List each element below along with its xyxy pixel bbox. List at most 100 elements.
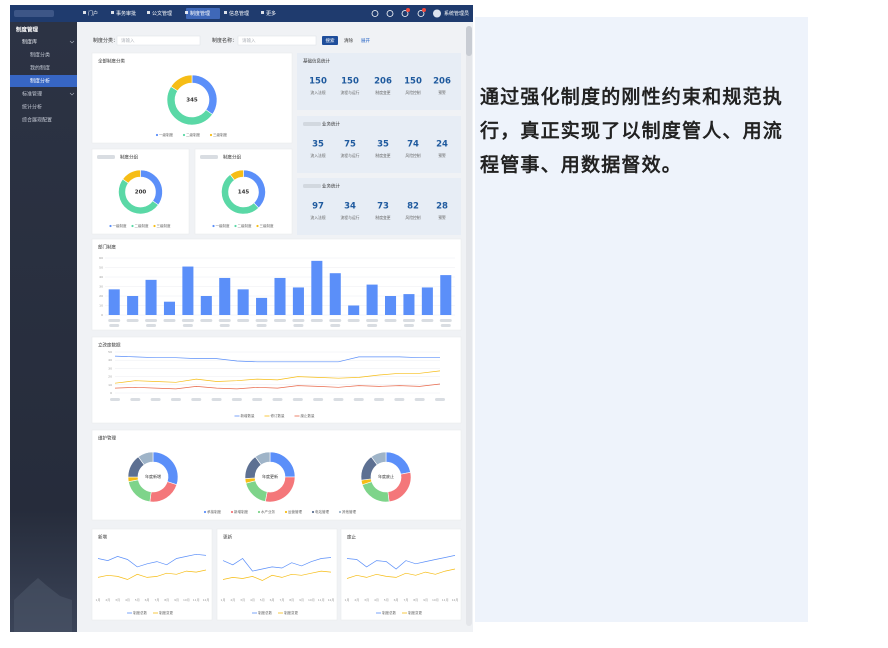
x-tick-label: 4月 — [250, 598, 255, 602]
nav-icon — [224, 11, 227, 14]
sidebar-item[interactable]: 统计分析 — [22, 104, 42, 111]
legend-label[interactable]: 修订数量 — [271, 413, 285, 418]
legend-label[interactable]: 水产业务 — [261, 509, 275, 514]
legend-label[interactable]: 一级制度 — [113, 223, 127, 228]
category-input[interactable] — [116, 35, 201, 46]
legend-swatch — [155, 133, 159, 137]
stat-value: 35 — [312, 140, 324, 150]
stat-label: 流入法规 — [310, 90, 325, 95]
sidebar-item[interactable]: 制度分类 — [30, 52, 50, 59]
chart-title: 立改废数据 — [98, 342, 121, 349]
x-tick-label: 5月 — [384, 598, 389, 602]
legend-label[interactable]: 二级制度 — [135, 223, 149, 228]
legend-label[interactable]: 制度变更 — [284, 610, 298, 615]
legend-swatch — [212, 224, 215, 228]
x-tick-label: 2月 — [354, 598, 359, 602]
legend-label[interactable]: 承接制度 — [207, 509, 221, 514]
x-tick-label: 2月 — [105, 598, 110, 602]
bar — [348, 305, 360, 315]
legend-swatch — [256, 224, 259, 228]
legend-label[interactable]: 一级制度 — [216, 223, 230, 228]
stat-label: 流程与运行 — [341, 90, 360, 95]
blurred-text — [394, 398, 405, 401]
x-tick-label: 3月 — [364, 598, 369, 602]
bar — [256, 297, 268, 315]
legend-swatch — [284, 510, 288, 514]
legend-label[interactable]: 三级制度 — [260, 223, 274, 228]
expand-button[interactable]: 展开 — [361, 38, 370, 44]
legend-label[interactable]: 其他管理 — [342, 509, 356, 514]
blurred-text — [163, 319, 176, 322]
chart-title: 新增 — [98, 534, 107, 541]
name-input[interactable] — [237, 35, 317, 46]
donut-segment — [122, 169, 141, 184]
legend-label[interactable]: 一级制度 — [159, 132, 173, 137]
nav-icon — [111, 11, 114, 14]
toolbar-icon[interactable] — [371, 10, 379, 17]
user-name[interactable]: 系统管理员 — [444, 10, 469, 17]
stat-value: 206 — [374, 77, 392, 87]
stat-value: 206 — [433, 77, 451, 87]
legend-label[interactable]: 运营管理 — [288, 509, 302, 514]
nav-item[interactable]: 门户 — [88, 10, 98, 17]
x-tick-label: 9月 — [423, 598, 428, 602]
x-tick-label: 8月 — [413, 598, 418, 602]
nav-item[interactable]: 公文管理 — [152, 10, 172, 17]
legend-swatch — [338, 510, 342, 514]
legend-label[interactable]: 电站管理 — [315, 509, 329, 514]
donut-total: 345 — [186, 98, 198, 104]
stat-card — [297, 53, 461, 110]
nav-item[interactable]: 更多 — [266, 10, 276, 17]
x-tick-label: 4月 — [125, 598, 130, 602]
line-series — [222, 557, 332, 572]
x-tick-label: 1月 — [96, 598, 101, 602]
blurred-text — [333, 398, 344, 401]
sidebar-item[interactable]: 制度库 — [22, 39, 37, 46]
x-tick-label: 11月 — [193, 598, 200, 602]
toolbar-icon[interactable] — [417, 10, 425, 17]
legend-label[interactable]: 二级制度 — [238, 223, 252, 228]
toolbar-icon[interactable] — [401, 10, 409, 17]
sidebar-item[interactable]: 标准管理 — [22, 91, 42, 98]
legend-swatch — [230, 510, 234, 514]
avatar[interactable] — [433, 9, 441, 18]
nav-item[interactable]: 制度管理 — [190, 10, 210, 17]
nav-item[interactable]: 事务审批 — [116, 10, 136, 17]
chart-card — [91, 528, 213, 621]
legend-label[interactable]: 制度总数 — [382, 610, 396, 615]
blurred-text — [108, 319, 121, 322]
legend-label[interactable]: 制度总数 — [258, 610, 272, 615]
stat-value: 74 — [407, 140, 419, 150]
x-tick-label: 6月 — [145, 598, 150, 602]
blurred-text — [435, 398, 445, 401]
sidebar-item[interactable]: 我的制度 — [30, 65, 50, 72]
stat-value: 150 — [404, 77, 422, 87]
line-series — [114, 383, 441, 390]
legend-label[interactable]: 三级制度 — [213, 132, 227, 137]
legend-label[interactable]: 废止数量 — [301, 413, 315, 418]
stat-card — [297, 178, 461, 235]
blurred-text — [200, 319, 213, 322]
x-tick-label: 4月 — [374, 598, 379, 602]
legend-label[interactable]: 新增数量 — [241, 413, 255, 418]
blurred-text — [367, 324, 378, 327]
legend-label[interactable]: 新增制度 — [234, 509, 248, 514]
legend-swatch — [209, 133, 213, 137]
legend-label[interactable]: 三级制度 — [157, 223, 171, 228]
donut-segment — [370, 451, 387, 466]
nav-icon — [185, 11, 188, 14]
sidebar-item[interactable]: 制度分析 — [30, 78, 50, 85]
clear-button[interactable]: 清除 — [344, 37, 353, 44]
scrollbar-thumb[interactable] — [466, 26, 472, 56]
sidebar-item[interactable]: 综合展现配置 — [22, 117, 52, 124]
legend-label[interactable]: 二级制度 — [186, 132, 200, 137]
toolbar-icon[interactable] — [386, 10, 394, 17]
search-label[interactable]: 搜索 — [326, 37, 335, 44]
legend-label[interactable]: 制度总数 — [133, 610, 147, 615]
search-button[interactable] — [322, 36, 338, 45]
legend-label[interactable]: 制度变更 — [408, 610, 422, 615]
nav-item[interactable]: 信息管理 — [229, 10, 249, 17]
legend-label[interactable]: 制度变更 — [159, 610, 173, 615]
donut-center-label: 年度新增 — [145, 473, 161, 479]
sidebar-item[interactable]: 制度管理 — [16, 26, 39, 34]
